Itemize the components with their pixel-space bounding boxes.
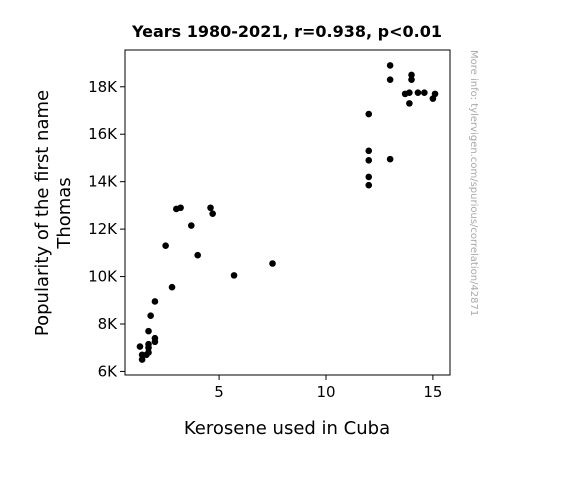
data-point [414,89,422,97]
watermark-group: More info: tylervigen.com/spurious/corre… [468,50,479,316]
data-point [365,147,373,155]
data-point [386,62,394,69]
data-point [177,204,184,212]
x-tick-label: 15 [423,383,442,401]
y-axis-label-line-1: Popularity of the first name [32,90,53,336]
data-point [365,181,373,189]
data-point [269,260,276,267]
chart-title: Years 1980-2021, r=0.938, p<0.01 [131,22,442,41]
data-point [431,90,439,98]
data-point [162,242,169,250]
plot-area: 5 10 15 6K 8K 10K 12K 14K 16K 18K [88,49,451,401]
x-axis-label: Kerosene used in Cuba [184,418,390,439]
y-tick-label: 16K [88,125,118,143]
y-tick-label: 8K [98,315,119,333]
x-tick-label: 10 [316,383,335,401]
data-point [386,155,394,163]
data-point [145,327,152,335]
y-tick-label: 12K [88,220,118,238]
data-point [406,100,413,107]
data-point [386,76,394,83]
plot-frame [124,49,451,376]
watermark-text: More info: tylervigen.com/spurious/corre… [468,50,479,316]
data-point [151,334,159,342]
data-point [194,251,201,259]
data-point [365,157,373,164]
data-point [408,71,415,79]
y-axis-label-group: Popularity of the first name Thomas [32,90,75,336]
x-tick-label: 5 [214,383,224,401]
data-point [421,89,428,97]
data-point [209,210,216,217]
data-point [408,76,415,83]
y-axis-label-line-2: Thomas [54,177,75,249]
y-tick-label: 10K [88,268,118,286]
data-point [136,343,144,350]
data-point [147,312,154,319]
data-point [187,222,195,229]
data-point [365,110,373,118]
y-tick-label: 6K [98,362,119,380]
y-tick-label: 14K [88,173,118,191]
data-point [145,349,152,356]
data-point [138,356,146,363]
data-point [168,283,176,291]
data-point [230,272,238,279]
data-point [207,204,214,212]
y-tick-label: 18K [88,78,118,96]
data-point [365,173,373,181]
data-point [151,298,159,305]
data-point [406,89,413,97]
data-point [145,340,152,348]
